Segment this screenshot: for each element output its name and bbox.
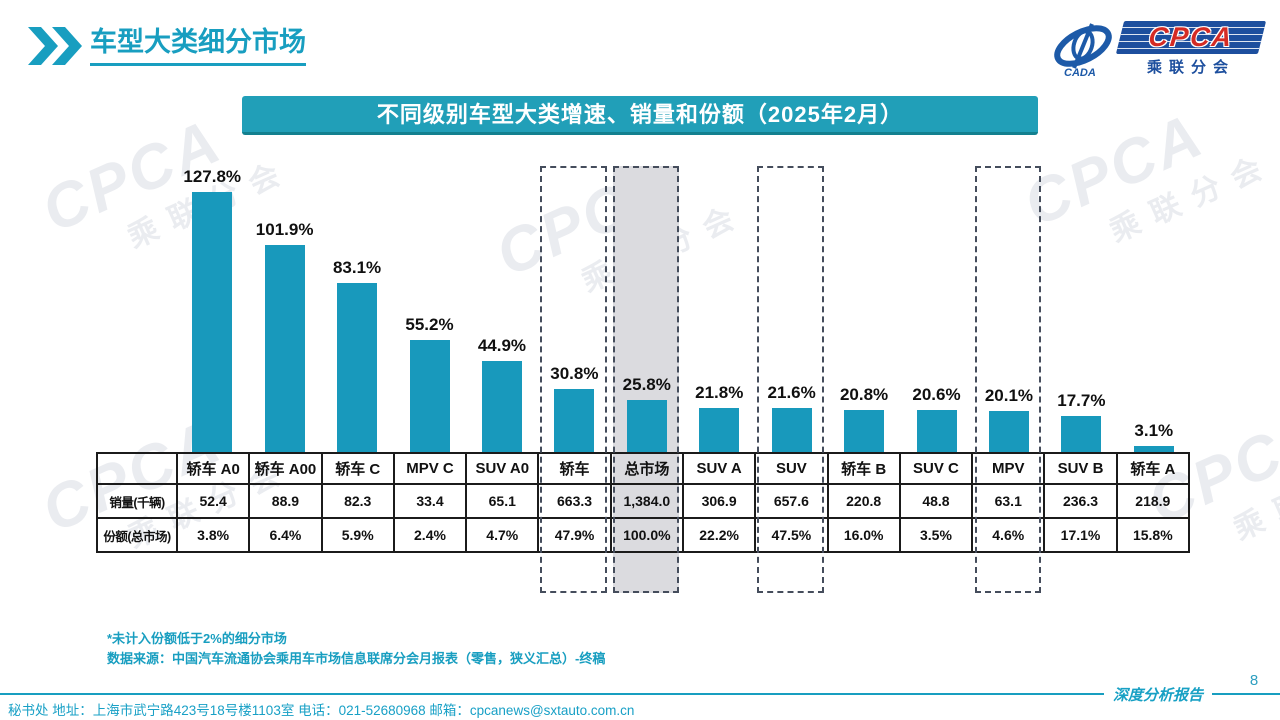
highlight-dashed-box <box>612 166 679 593</box>
growth-bar <box>409 339 450 452</box>
growth-value-label: 127.8% <box>183 167 242 186</box>
chart-title-banner: 不同级别车型大类增速、销量和份额（2025年2月） <box>242 96 1038 135</box>
report-type-label: 深度分析报告 <box>1104 684 1213 705</box>
page-title: 车型大类细分市场 <box>90 26 306 66</box>
growth-bar <box>192 192 233 452</box>
value-cell: 47.5% <box>754 517 829 553</box>
category-header-cell: 轿车 B <box>826 452 901 485</box>
value-cell: 16.0% <box>826 517 901 553</box>
growth-bar <box>626 399 667 452</box>
category-header-cell: SUV <box>754 452 829 485</box>
value-cell: 236.3 <box>1043 483 1118 519</box>
category-header-cell: 轿车 A0 <box>175 452 251 485</box>
highlight-dashed-box <box>540 166 607 593</box>
footer-contact: 秘书处 地址：上海市武宁路423号18号楼1103室 电话：021-526809… <box>8 703 635 718</box>
category-header-cell: 轿车 A <box>1115 452 1191 485</box>
cpca-logo: CADA CPCA 乘联分会 <box>1050 20 1267 78</box>
double-chevron-icon <box>28 26 82 65</box>
value-cell: 6.4% <box>248 517 323 553</box>
growth-value-label: 30.8% <box>550 364 599 384</box>
growth-bar <box>264 244 305 452</box>
footnote-exclusion: *未计入份额低于2%的细分市场 <box>107 631 287 646</box>
growth-bar <box>1133 445 1174 452</box>
value-cell: 2.4% <box>392 517 468 553</box>
growth-bar <box>771 408 812 452</box>
category-header-cell: SUV B <box>1043 452 1118 485</box>
growth-value-label: 55.2% <box>405 314 454 334</box>
growth-value-label: 101.9% <box>255 219 314 239</box>
growth-value-label: 20.6% <box>912 385 961 405</box>
value-cell: 3.5% <box>898 517 974 553</box>
value-cell: 220.8 <box>826 483 901 519</box>
footer-divider <box>0 693 1280 695</box>
growth-value-label: 83.1% <box>332 257 382 277</box>
value-cell: 52.4 <box>175 483 251 519</box>
category-header-cell: MPV C <box>392 452 468 485</box>
growth-bar <box>916 410 957 452</box>
value-cell: 88.9 <box>248 483 323 519</box>
cpca-banner: CPCA <box>1115 21 1267 54</box>
value-cell: 663.3 <box>537 483 612 519</box>
row-label-cell: 份额(总市场) <box>96 517 178 553</box>
category-header-cell: 轿车 A00 <box>248 452 323 485</box>
category-header-cell: MPV <box>971 452 1046 485</box>
growth-bar <box>988 411 1029 452</box>
growth-bar <box>844 409 885 452</box>
category-header-cell: 轿车 <box>537 452 612 485</box>
value-cell: 3.8% <box>175 517 251 553</box>
value-cell: 48.8 <box>898 483 974 519</box>
growth-value-label: 21.6% <box>767 383 816 403</box>
category-header-cell: SUV A0 <box>465 452 540 485</box>
footnotes: *未计入份额低于2%的细分市场 数据来源：中国汽车流通协会乘用车市场信息联席分会… <box>107 629 605 669</box>
value-cell: 4.6% <box>971 517 1046 553</box>
growth-value-label: 20.1% <box>984 386 1034 406</box>
category-header-cell: 轿车 C <box>320 452 395 485</box>
value-cell: 33.4 <box>392 483 468 519</box>
highlight-dashed-box <box>757 166 824 593</box>
value-cell: 1,384.0 <box>609 483 684 519</box>
growth-bar <box>554 389 595 452</box>
row-label-cell: 销量(千辆) <box>96 483 178 519</box>
footnote-source: 数据来源：中国汽车流通协会乘用车市场信息联席分会月报表（零售，狭义汇总）-终稿 <box>107 651 606 666</box>
value-cell: 306.9 <box>681 483 757 519</box>
growth-bar <box>337 282 378 452</box>
svg-text:CADA: CADA <box>1064 67 1096 78</box>
value-cell: 4.7% <box>465 517 540 553</box>
highlight-dashed-box <box>974 166 1042 593</box>
cpca-logo-text: CPCA <box>1147 22 1235 52</box>
value-cell: 65.1 <box>465 483 540 519</box>
logo-subtitle: 乘联分会 <box>1146 59 1235 76</box>
bar-chart: 127.8% 101.9% 83.1% 55.2% 44.9% 30.8% 25.8% 21.… <box>96 150 1191 620</box>
cada-emblem-icon: CADA <box>1054 23 1112 78</box>
table-corner-cell <box>96 452 178 485</box>
value-cell: 218.9 <box>1115 483 1191 519</box>
value-cell: 22.2% <box>681 517 757 553</box>
value-cell: 47.9% <box>537 517 612 553</box>
page-number: 8 <box>1249 672 1259 689</box>
value-cell: 100.0% <box>609 517 684 553</box>
value-cell: 82.3 <box>320 483 395 519</box>
growth-value-label: 20.8% <box>839 384 889 404</box>
category-header-cell: 总市场 <box>609 452 684 485</box>
growth-value-label: 3.1% <box>1134 420 1174 440</box>
growth-value-label: 25.8% <box>622 374 671 394</box>
value-cell: 657.6 <box>754 483 829 519</box>
value-cell: 5.9% <box>320 517 395 553</box>
growth-bar <box>1061 415 1102 452</box>
category-header-cell: SUV A <box>681 452 757 485</box>
growth-value-label: 17.7% <box>1057 390 1106 410</box>
header: 车型大类细分市场 <box>28 26 306 66</box>
value-cell: 15.8% <box>1115 517 1191 553</box>
value-cell: 63.1 <box>971 483 1046 519</box>
market-data-table: 轿车 A0 轿车 A00 轿车 C MPV C SUV A0 轿车 总市场 SUV A SUV 轿… <box>96 452 1191 553</box>
growth-value-label: 21.8% <box>695 382 744 402</box>
value-cell: 17.1% <box>1043 517 1118 553</box>
growth-bar <box>699 407 740 452</box>
category-header-cell: SUV C <box>898 452 974 485</box>
growth-bar <box>481 360 522 452</box>
growth-value-label: 44.9% <box>477 335 527 355</box>
